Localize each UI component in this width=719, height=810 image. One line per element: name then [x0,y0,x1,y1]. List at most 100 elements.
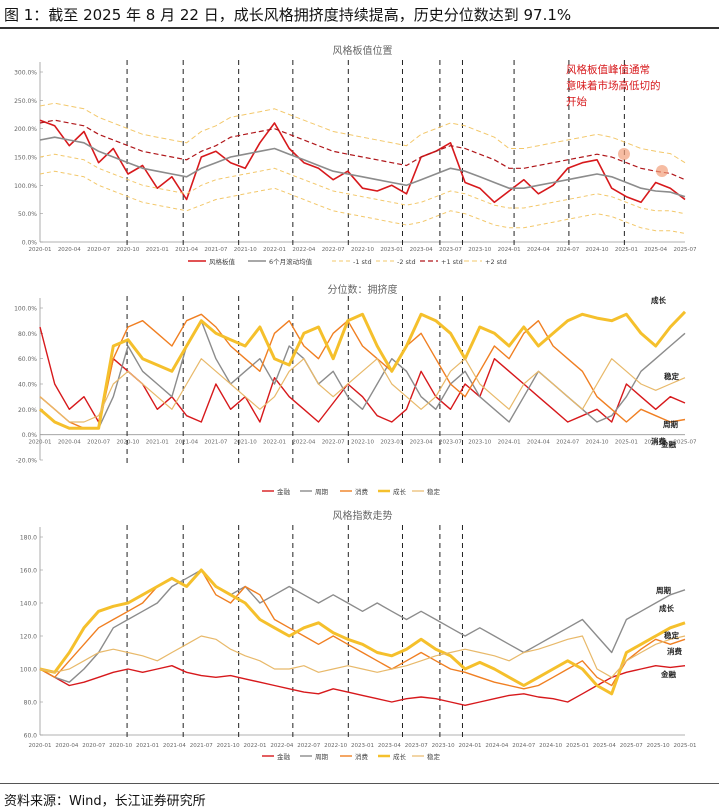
series-line-6个月滚动均值 [39,136,686,198]
chart-title: 风格板值位置 [333,44,393,57]
x-tick-label: 2021-01 [136,743,159,749]
chart-panel-2: 分位数：拥挤度 -20.0% 0.0% 20.0% 40.0% 60.0% 80.0% 100… [14,283,697,496]
series-line-成长 [39,310,687,430]
y-tick-label: 250.0% [14,98,37,105]
x-tick-label: 2022-01 [263,247,286,253]
x-tick-label: 2020-07 [87,440,110,446]
peak-marker [656,165,668,177]
x-tick-label: 2024-10 [586,247,609,253]
y-tick-label: 140.0 [20,601,37,608]
x-tick-label: 2022-07 [322,247,345,253]
x-tick-label: 2020-07 [82,743,105,749]
x-tick-label: 2020-01 [29,247,52,253]
x-tick-label: 2023-01 [351,743,374,749]
legend-label: -1 std [353,258,372,266]
y-tick-label: 60.0 [24,733,38,740]
x-tick-label: 2020-04 [58,440,81,446]
annotation-line: 风格板值峰值通常 [566,63,650,76]
x-tick-label: 2025-07 [674,440,697,446]
end-label: 稳定 [664,630,679,640]
x-tick-label: 2022-07 [322,440,345,446]
y-tick-label: 100.0% [14,183,37,190]
end-label: 周期 [663,419,678,429]
x-tick-label: 2021-04 [163,743,186,749]
x-tick-label: 2021-01 [146,440,169,446]
x-tick-label: 2023-07 [439,440,462,446]
legend-label: -2 std [397,258,416,266]
end-label: 消费 [651,436,666,446]
y-tick-label: 0.0% [22,432,38,439]
y-tick-label: -20.0% [16,458,38,465]
series-line-+2 std [39,102,686,164]
legend-label: +2 std [485,258,507,266]
series-line-稳定 [39,358,686,423]
x-tick-label: 2021-07 [204,247,227,253]
chart-title: 分位数：拥挤度 [328,283,398,296]
y-tick-label: 100.0% [14,306,37,313]
x-tick-label: 2021-04 [175,440,198,446]
x-tick-label: 2023-10 [432,743,455,749]
y-tick-label: 180.0 [20,535,37,542]
x-tick-label: 2025-04 [644,440,667,446]
y-tick-label: 300.0% [14,70,37,77]
x-tick-label: 2024-04 [527,247,550,253]
x-tick-label: 2024-04 [527,440,550,446]
x-tick-label: 2024-01 [459,743,482,749]
legend-label: 稳定 [427,487,441,496]
y-tick-label: 0.0% [22,240,38,247]
x-tick-label: 2020-10 [109,743,132,749]
y-tick-label: 40.0% [18,382,37,389]
x-tick-label: 2022-10 [324,743,347,749]
chart-panel-1: 风格板值位置 0.0% 50.0% 100.0% 150.0% 200.0% 250.0% 3… [14,44,697,266]
end-label: 周期 [656,585,671,595]
y-tick-label: 160.0 [20,568,37,575]
x-tick-label: 2025-01 [615,440,638,446]
x-tick-label: 2020-01 [29,743,52,749]
x-tick-label: 2022-01 [263,440,286,446]
x-tick-label: 2021-07 [204,440,227,446]
legend-label: 风格板值 [209,257,236,266]
end-label: 金融 [660,669,676,679]
y-tick-label: 60.0% [18,356,37,363]
figure-title: 图 1：截至 2025 年 8 月 22 日，成长风格拥挤度持续提高，历史分位数… [4,6,572,24]
series-line-+1 std [39,119,686,181]
x-tick-label: 2023-04 [410,247,433,253]
x-tick-label: 2020-07 [87,247,110,253]
x-tick-label: 2025-07 [620,743,643,749]
x-tick-label: 2021-10 [217,743,240,749]
annotation-line: 开始 [566,95,587,108]
x-tick-label: 2023-07 [439,247,462,253]
series-line-成长 [39,568,686,696]
series-line-金融 [39,665,686,706]
x-tick-label: 2021-04 [175,247,198,253]
series-line-风格板值 [39,119,686,204]
end-label: 成长 [651,295,666,305]
x-tick-label: 2021-10 [234,247,257,253]
x-tick-label: 2020-01 [29,440,52,446]
x-tick-label: 2020-10 [116,247,139,253]
x-tick-label: 2022-10 [351,440,374,446]
x-tick-label: 2024-07 [556,440,579,446]
x-tick-label: 2023-10 [468,247,491,253]
end-label: 成长 [659,603,674,613]
x-tick-label: 2025-01 [674,743,697,749]
source-divider [0,783,719,784]
y-tick-label: 100.0 [20,667,37,674]
x-tick-label: 2021-01 [146,247,169,253]
x-tick-label: 2023-10 [468,440,491,446]
peak-marker [618,148,630,160]
chart-panel-3: 风格指数走势 60.0 80.0 100.0 120.0 140.0 160.0 180.0 2… [20,509,697,761]
x-tick-label: 2024-01 [498,247,521,253]
series-line-周期 [39,320,686,429]
x-tick-label: 2025-01 [615,247,638,253]
series-line-消费 [39,569,686,690]
legend-label: 周期 [315,753,329,761]
x-tick-label: 2023-07 [405,743,428,749]
x-tick-label: 2022-04 [270,743,293,749]
x-tick-label: 2022-04 [292,440,315,446]
series-line--2 std [39,170,686,234]
source-note: 资料来源：Wind，长江证券研究所 [4,794,206,809]
y-tick-label: 150.0% [14,155,37,162]
x-tick-label: 2023-04 [378,743,401,749]
legend-label: 稳定 [427,752,441,761]
